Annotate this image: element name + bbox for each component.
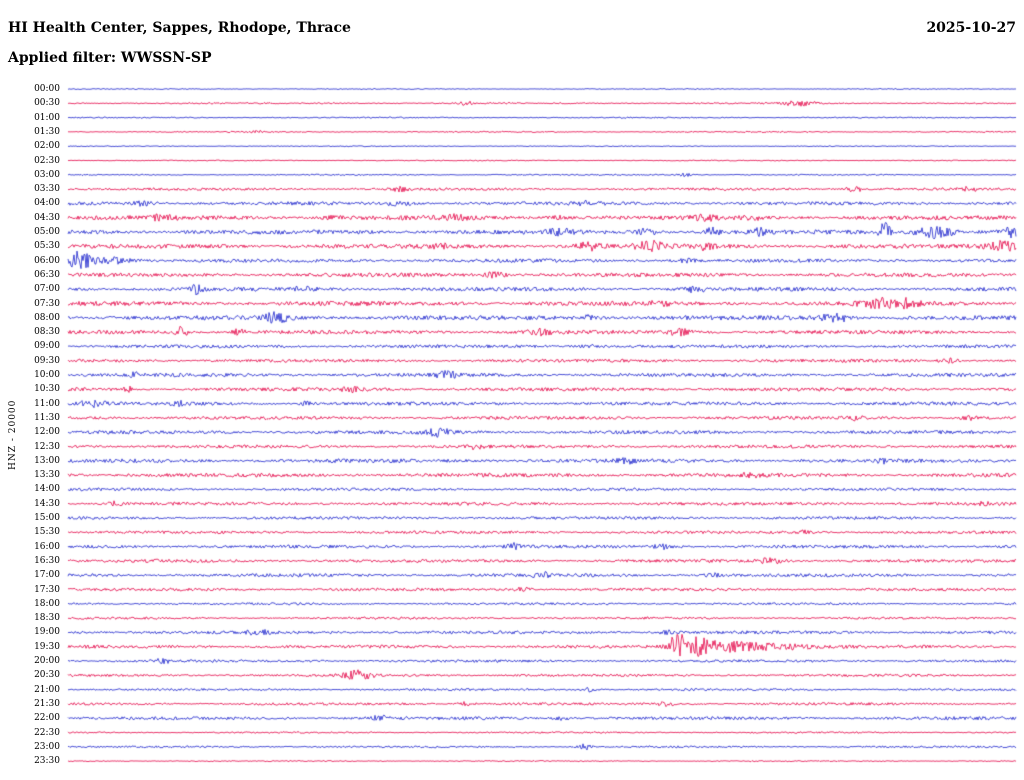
time-label: 19:00 <box>34 627 60 638</box>
time-label: 08:30 <box>34 327 60 338</box>
applied-filter-label: Applied filter: WWSSN-SP <box>8 50 212 66</box>
time-label: 11:30 <box>34 412 60 423</box>
time-label: 15:00 <box>34 513 60 523</box>
time-label: 07:30 <box>34 298 60 309</box>
time-label: 13:00 <box>34 455 60 466</box>
time-label: 14:30 <box>34 498 60 509</box>
time-label: 03:30 <box>34 184 60 195</box>
time-label: 01:00 <box>34 112 60 123</box>
time-label: 15:30 <box>34 527 60 538</box>
time-label: 20:00 <box>34 656 60 666</box>
time-label: 02:30 <box>34 155 60 166</box>
time-label: 17:00 <box>34 570 60 581</box>
time-label: 06:00 <box>34 255 60 266</box>
time-label: 22:00 <box>34 713 60 724</box>
date-label: 2025-10-27 <box>926 20 1016 36</box>
time-label: 21:30 <box>34 698 60 709</box>
time-label: 03:00 <box>34 169 60 180</box>
time-label: 06:30 <box>34 269 60 280</box>
time-label: 16:30 <box>34 555 60 566</box>
time-label: 18:30 <box>34 613 60 624</box>
time-label: 12:00 <box>34 427 60 438</box>
time-label: 04:30 <box>34 212 60 223</box>
time-label: 21:00 <box>34 684 60 695</box>
time-label: 14:00 <box>34 484 60 495</box>
time-label: 05:30 <box>34 241 60 252</box>
time-label: 02:00 <box>34 141 60 152</box>
time-label: 17:30 <box>34 584 60 595</box>
time-label: 07:00 <box>34 284 60 295</box>
time-label: 04:00 <box>34 198 60 209</box>
time-label: 05:00 <box>34 227 60 237</box>
time-label: 00:00 <box>34 84 60 94</box>
time-label: 08:00 <box>34 312 60 323</box>
page-title: HI Health Center, Sappes, Rhodope, Thrac… <box>8 20 351 36</box>
time-label: 18:00 <box>34 598 60 609</box>
time-label: 01:30 <box>34 126 60 137</box>
time-label: 23:00 <box>34 741 60 752</box>
time-label: 13:30 <box>34 470 60 481</box>
time-label: 16:00 <box>34 541 60 552</box>
time-label: 12:30 <box>34 441 60 452</box>
time-label: 22:30 <box>34 727 60 738</box>
time-label: 20:30 <box>34 670 60 681</box>
time-label: 11:00 <box>34 398 60 409</box>
time-label: 09:30 <box>34 355 60 366</box>
time-label: 09:00 <box>34 341 60 352</box>
time-label: 10:00 <box>34 370 60 380</box>
time-label: 19:30 <box>34 641 60 652</box>
time-label: 10:30 <box>34 384 60 395</box>
time-label: 23:30 <box>34 756 60 767</box>
time-label: 00:30 <box>34 98 60 109</box>
